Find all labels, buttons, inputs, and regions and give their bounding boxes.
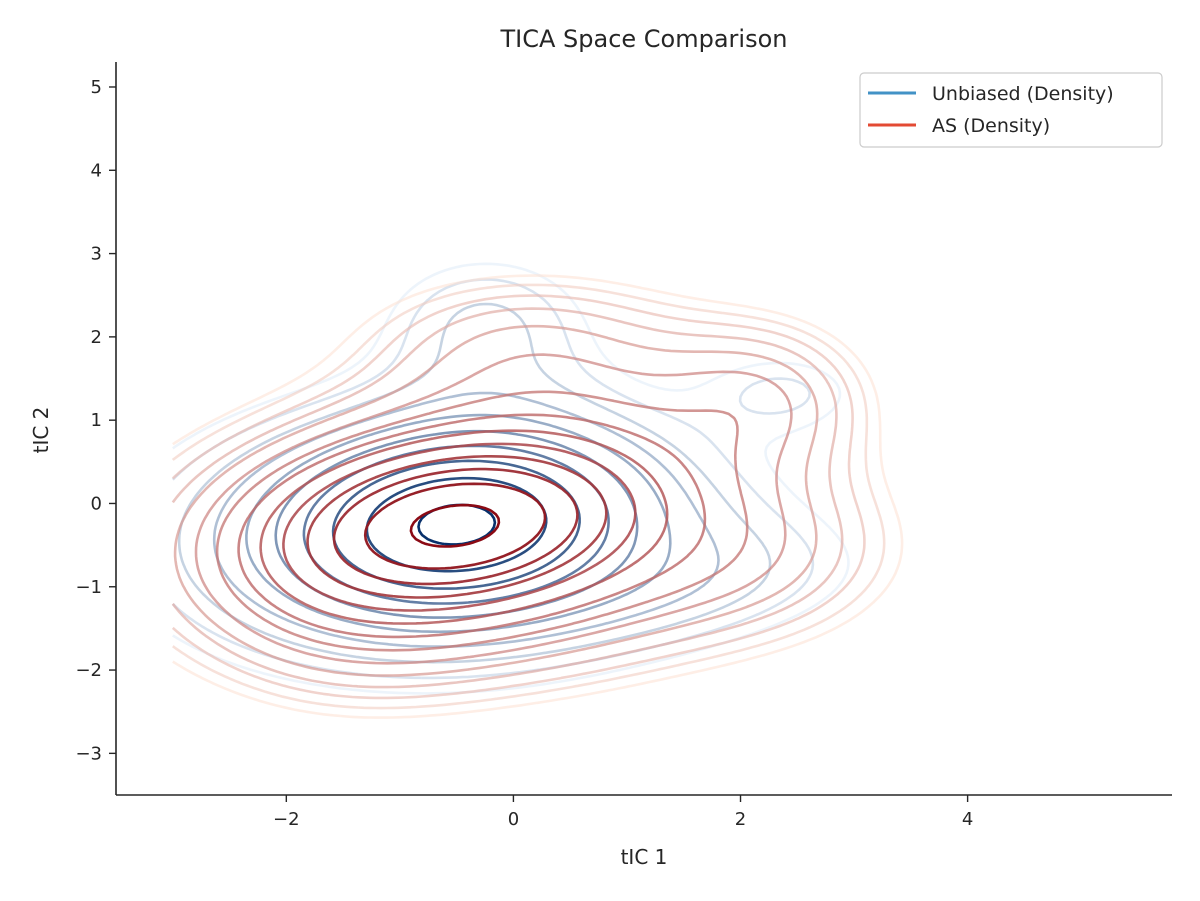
unbiased-contour-level-5 xyxy=(245,413,672,634)
y-tick-label: 2 xyxy=(91,327,102,348)
x-tick-label: 0 xyxy=(508,809,519,830)
y-tick-label: 4 xyxy=(91,160,102,181)
unbiased-contour-level-1 xyxy=(172,262,850,695)
as-contour-level-5 xyxy=(173,324,819,677)
as-contour-level-11 xyxy=(306,455,608,599)
as-contour-level-9 xyxy=(259,429,669,625)
x-tick-label: 4 xyxy=(962,809,973,830)
y-tick-label: 3 xyxy=(91,244,102,265)
as-contour-level-1 xyxy=(172,660,341,718)
y-tick-label: 0 xyxy=(91,493,102,514)
unbiased-contour-level-2 xyxy=(171,603,422,680)
y-tick-label: −3 xyxy=(75,743,102,764)
as-contour-level-10 xyxy=(282,442,637,612)
x-axis-label: tIC 1 xyxy=(621,845,668,869)
as-contour-level-7 xyxy=(215,390,749,652)
as-contour-level-3 xyxy=(171,626,331,696)
axes: −2 0 2 4 −3 −2 −1 0 1 2 3 4 5 xyxy=(75,62,1172,830)
y-tick-label: 1 xyxy=(91,410,102,431)
y-tick-label: 5 xyxy=(91,77,102,98)
legend-label-as: AS (Density) xyxy=(932,115,1050,137)
as-contour-level-3 xyxy=(171,294,866,700)
legend-label-unbiased: Unbiased (Density) xyxy=(932,83,1114,105)
x-tick-label: −2 xyxy=(273,809,300,830)
as-contour-level-4 xyxy=(171,603,359,688)
unbiased-contour-level-1 xyxy=(172,634,365,693)
as-contour-level-1 xyxy=(172,274,904,719)
y-tick-label: −1 xyxy=(75,577,102,598)
chart-title: TICA Space Comparison xyxy=(499,25,787,53)
y-tick-label: −2 xyxy=(75,660,102,681)
x-ticks: −2 0 2 4 xyxy=(273,795,973,830)
as-contour-level-2 xyxy=(172,645,359,709)
as-contour-level-4 xyxy=(171,307,844,689)
as-contour-level-2 xyxy=(171,283,886,710)
unbiased-contour-level-9 xyxy=(365,476,548,573)
as-contour-level-8 xyxy=(237,413,707,639)
as-contour-level-12 xyxy=(332,467,579,586)
legend: Unbiased (Density) AS (Density) xyxy=(859,72,1163,148)
as-contour-level-6 xyxy=(194,353,793,665)
legend-box xyxy=(859,72,1163,148)
unbiased-contour-level-2 xyxy=(171,278,815,680)
x-tick-label: 2 xyxy=(735,809,746,830)
as-density-contours xyxy=(171,274,904,719)
as-contour-level-13 xyxy=(363,482,547,570)
y-ticks: −3 −2 −1 0 1 2 3 4 5 xyxy=(75,77,116,764)
y-axis-label: tIC 2 xyxy=(29,407,53,454)
as-contour-level-14 xyxy=(409,503,501,548)
